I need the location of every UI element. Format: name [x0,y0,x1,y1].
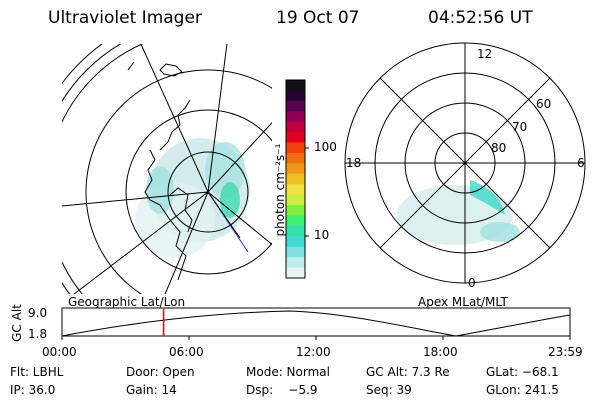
colorbar-segment [286,184,305,196]
geo-lat-circle [85,69,272,294]
colorbar-segment [286,80,305,91]
geo-meridian [62,191,209,207]
colorbar-frame [285,79,306,279]
apex-footer-label: Apex MLat/MLT [418,295,508,309]
colorbar-tick-100: 100 [314,140,337,154]
colorbar-segment [286,215,305,227]
geo-lat-circle [125,109,272,275]
apex-mlt-label-18: 18 [346,156,362,170]
colorbar-segment [286,257,305,269]
colorbar-segment [286,173,305,185]
apex-mlt-label-12: 12 [477,47,493,61]
orbit-xtick: 06:00 [169,345,204,359]
orbit-xtick: 12:00 [296,345,331,359]
colorbar-segment [286,163,305,175]
colorbar-segment [286,100,305,112]
colorbar-segment [286,205,305,216]
colorbar-segment [286,152,305,164]
orbit-ytick-high: 9.0 [28,306,48,320]
orbit-ylabel: GC Alt [10,304,24,342]
colorbar-segment [286,132,305,144]
info-ip: IP: 36.0 [10,383,56,397]
orbit-xtick: 00:00 [42,345,77,359]
geo-meridian [73,191,209,294]
apex-lat-label-80: 80 [491,141,507,155]
info-mode: Mode: Normal [246,365,330,379]
date-label: 19 Oct 07 [276,8,360,28]
colorbar-segment [286,121,305,133]
apex-aurora-emission [397,180,520,245]
orbit-x-ticks [61,336,571,340]
colorbar-tick-10: 10 [314,228,330,242]
geo-coastline [159,63,183,77]
geo-coastline [144,149,187,281]
orbit-xtick: 23:59 [548,345,583,359]
geo-meridian [207,122,272,193]
info-dsp: Dsp: −5.9 [246,383,318,397]
geo-footer-label: Geographic Lat/Lon [68,295,186,309]
instrument-title: Ultraviolet Imager [48,8,202,28]
colorbar-segment [286,267,305,279]
geo-coastline [127,61,135,71]
apex-mlt-label-6: 6 [577,156,585,170]
colorbar-segment [286,194,305,206]
apex-mlt-label-0: 0 [468,276,476,290]
apex-lat-label-70: 70 [512,120,528,134]
geo-lat-circle [167,151,249,233]
geo-terminator-line [207,191,241,239]
orbit-ytick-low: 1.8 [28,327,48,341]
colorbar-segment [286,236,305,248]
apex-mlt-meridian [379,77,551,249]
colorbar-segment [286,90,305,102]
geo-meridian [164,191,209,294]
info-door: Door: Open [126,365,195,379]
info-seq: Seq: 39 [366,383,412,397]
colorbar-segment [286,111,305,123]
geo-coastline [169,187,193,233]
orbit-xtick: 18:00 [423,345,458,359]
geo-meridian [207,44,228,193]
colorbar-segment [286,225,305,237]
colorbar-segment [286,246,305,258]
info-gain: Gain: 14 [126,383,177,397]
apex-lat-label-60: 60 [536,97,552,111]
geo-meridian [140,44,209,193]
orbit-altitude-curve [61,310,571,337]
colorbar-segment [286,142,305,154]
time-label: 04:52:56 UT [428,8,533,28]
info-filter: Flt: LBHL [10,365,64,379]
info-glon: GLon: 241.5 [486,383,559,397]
geo-meridian [207,191,272,246]
geo-coastline [159,99,191,151]
info-glat: GLat: −68.1 [486,365,559,379]
info-gc-alt: GC Alt: 7.3 Re [366,365,450,379]
